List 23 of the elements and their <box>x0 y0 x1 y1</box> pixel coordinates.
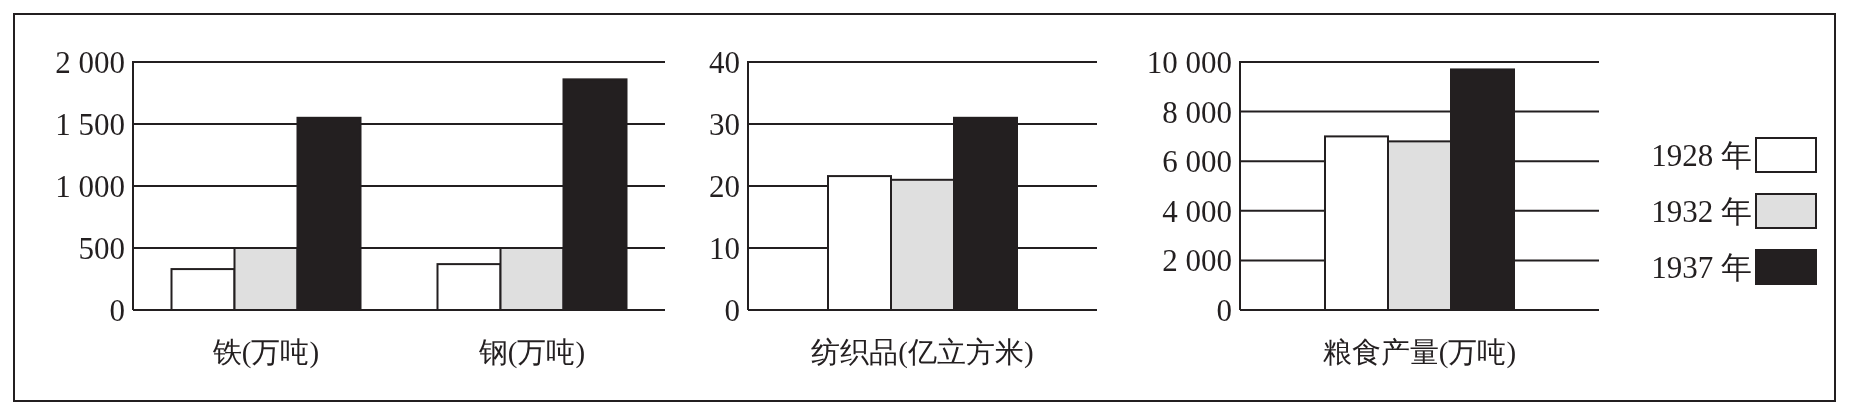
x-tick-label: 铁(万吨) <box>211 336 320 369</box>
y-tick-label: 0 <box>1216 293 1232 328</box>
y-tick-label: 1 500 <box>55 107 125 142</box>
x-tick-label: 钢(万吨) <box>477 336 586 369</box>
y-tick-label: 6 000 <box>1162 144 1232 180</box>
y-tick-label: 0 <box>724 293 740 328</box>
x-tick-label: 纺织品(亿立方米) <box>811 336 1034 369</box>
x-tick-label: 粮食产量(万吨) <box>1322 336 1517 369</box>
y-tick-label: 8 000 <box>1162 94 1232 130</box>
y-tick-label: 4 000 <box>1162 193 1232 229</box>
legend-label: 1928 年 <box>1651 138 1752 173</box>
y-tick-label: 10 000 <box>1146 45 1232 80</box>
y-tick-label: 0 <box>109 293 125 328</box>
legend-label: 1932 年 <box>1651 194 1752 229</box>
y-tick-label: 10 <box>709 231 740 266</box>
y-tick-label: 500 <box>78 231 125 266</box>
y-tick-label: 30 <box>709 107 740 142</box>
y-tick-label: 1 000 <box>55 169 125 204</box>
y-tick-label: 2 000 <box>55 45 125 80</box>
y-tick-label: 2 000 <box>1162 243 1232 279</box>
y-tick-label: 40 <box>709 45 740 80</box>
y-tick-label: 20 <box>709 169 740 204</box>
legend-label: 1937 年 <box>1651 250 1752 285</box>
